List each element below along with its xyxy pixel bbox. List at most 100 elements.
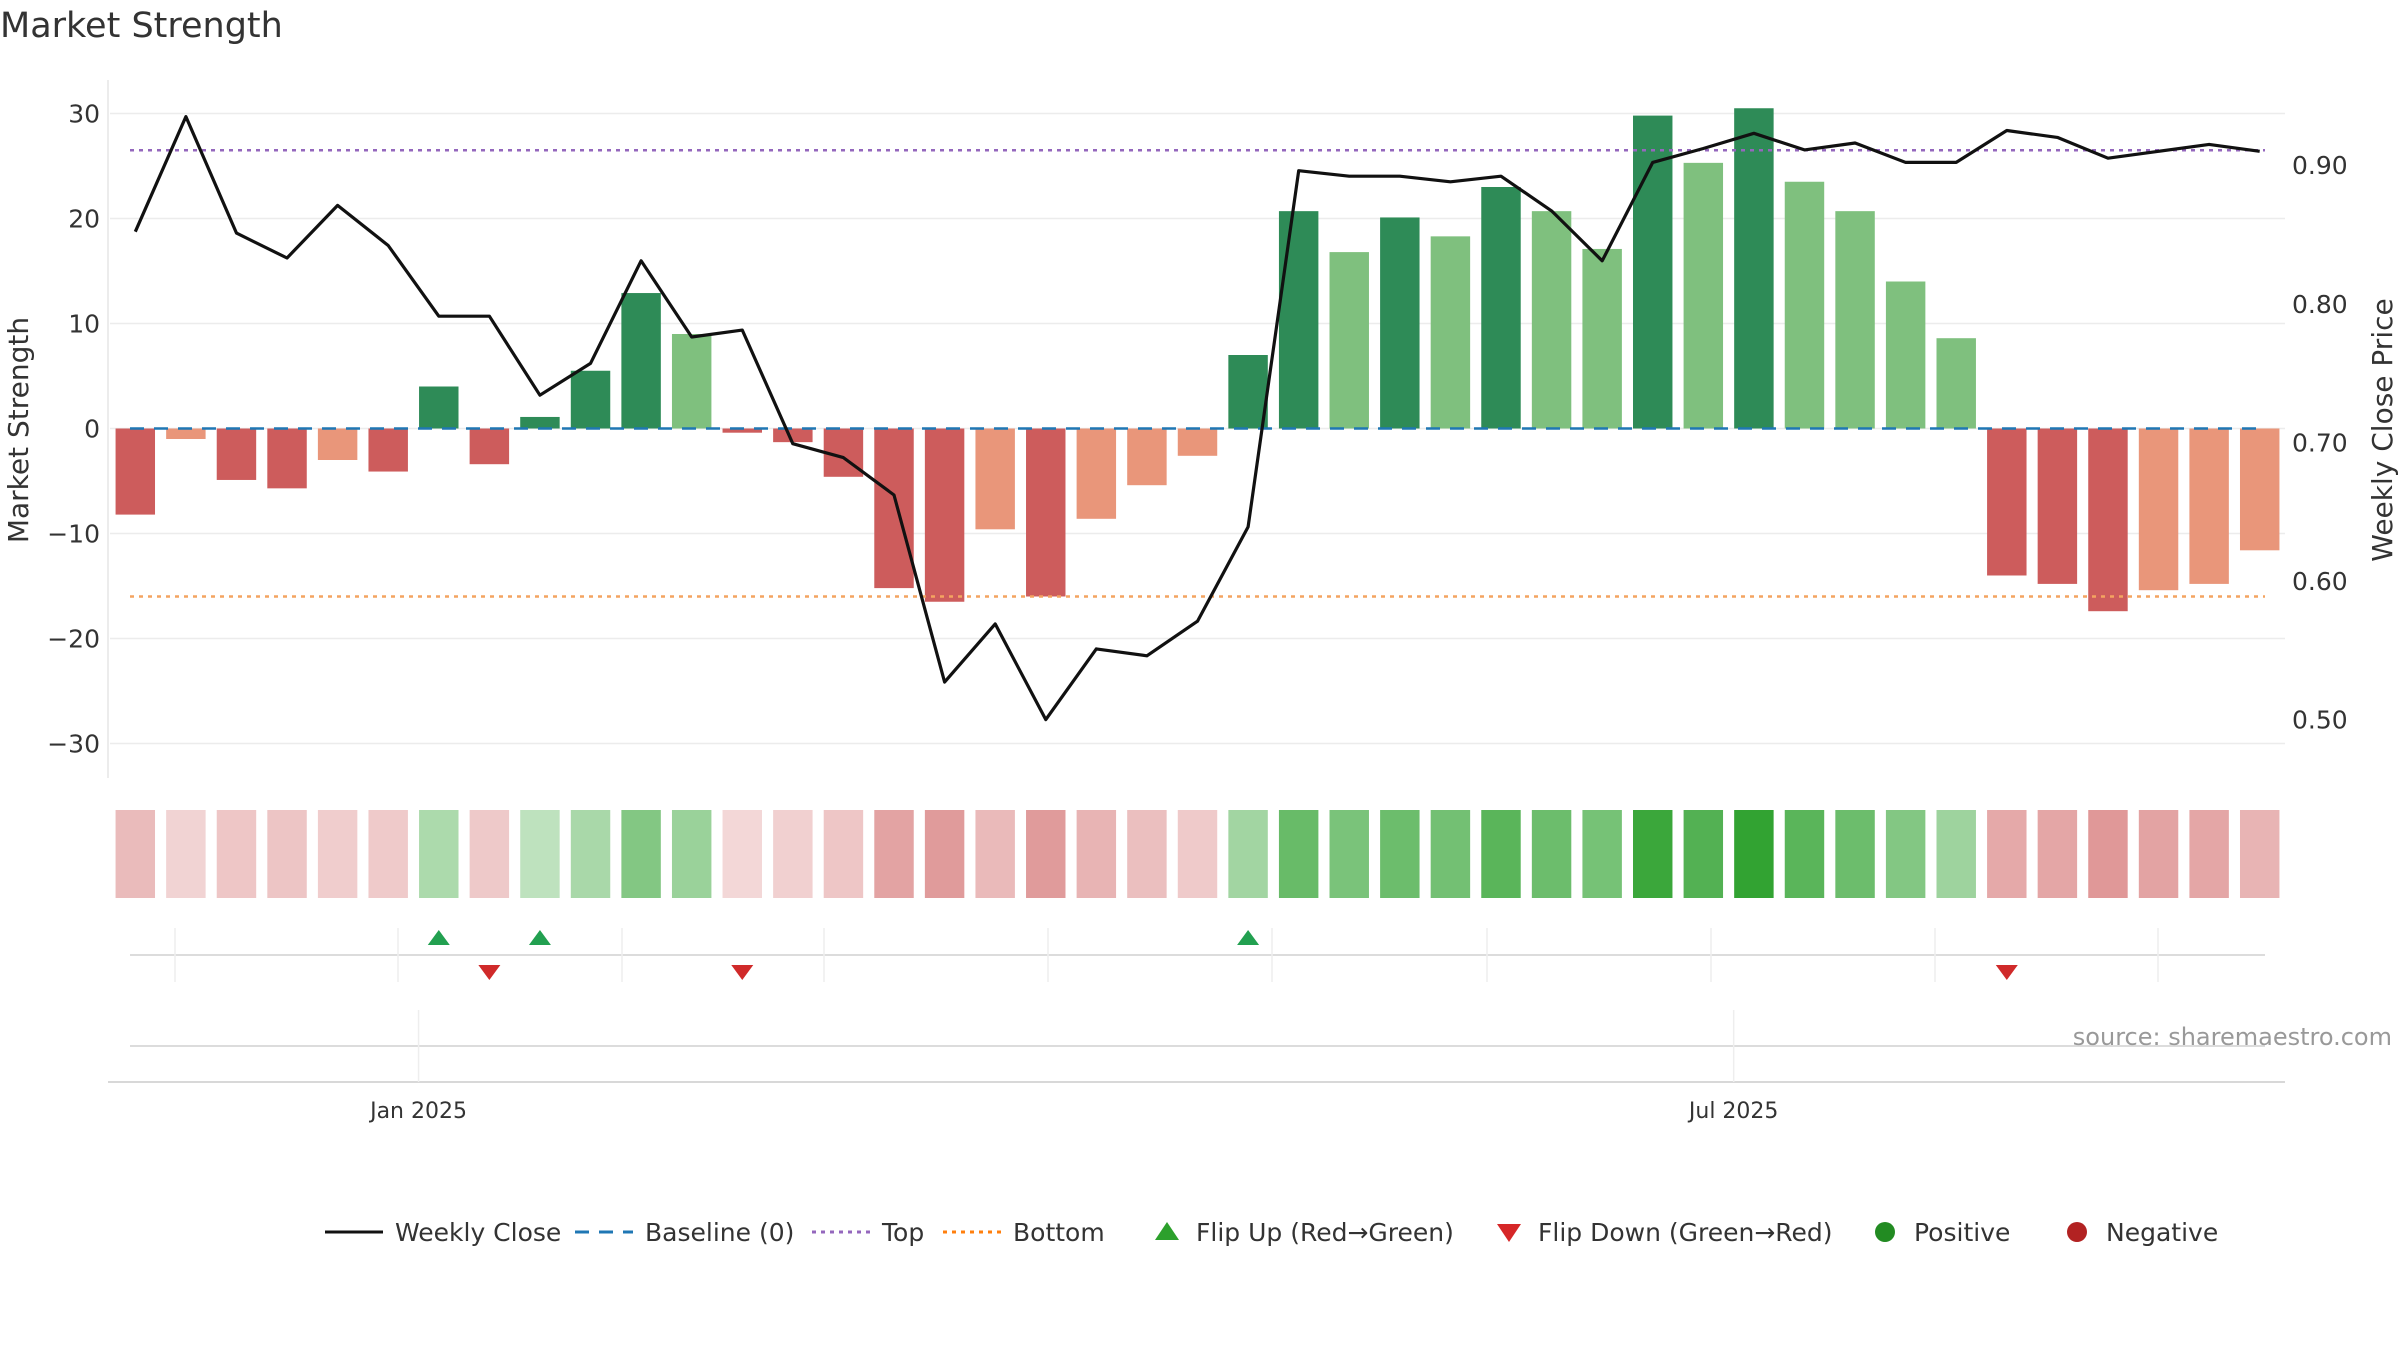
strength-bars: [115, 108, 2280, 612]
axes: 30 20 10 0 −10 −20 −30 0.90 0.80 0.70 0.60 0.50 Jan …: [47, 80, 2348, 1124]
flip-down-marker: [1995, 965, 2018, 980]
legend-label: Weekly Close: [395, 1218, 561, 1247]
strength-bar: [722, 428, 762, 433]
y-tick-label-right: 0.50: [2292, 706, 2348, 735]
heat-cell: [1633, 810, 1673, 898]
y-tick-label-right: 0.70: [2292, 428, 2348, 457]
heat-cell: [115, 810, 156, 898]
strength-bar: [216, 428, 257, 480]
heat-cell: [1885, 810, 1926, 898]
heat-cell: [1177, 810, 1218, 898]
heat-cell: [874, 810, 914, 898]
y-tick-label-right: 0.80: [2292, 290, 2348, 319]
strength-bar: [2037, 428, 2078, 584]
y-tick-label-left: 10: [68, 310, 100, 339]
heat-cell: [1481, 810, 1521, 898]
y-tick-label-right: 0.60: [2292, 567, 2348, 596]
strength-bar: [1987, 428, 2027, 576]
heat-cell: [2239, 810, 2280, 898]
x-tick-label: Jan 2025: [368, 1099, 467, 1124]
strength-bar: [1076, 428, 1117, 519]
strength-bar: [2189, 428, 2229, 584]
strength-bar: [671, 334, 712, 429]
heat-cell: [1228, 810, 1268, 898]
weekly-close-series: [133, 114, 2260, 722]
heat-cell: [317, 810, 358, 898]
strength-bar: [1936, 338, 1976, 429]
heat-cell: [924, 810, 965, 898]
heat-cell: [722, 810, 762, 898]
heat-cell: [2189, 810, 2229, 898]
heat-cell: [2088, 810, 2128, 898]
strength-bar: [368, 428, 408, 472]
heat-cell: [1936, 810, 1976, 898]
legend-swatch: [2067, 1222, 2087, 1242]
strength-bar: [1228, 355, 1268, 429]
legend-label: Top: [881, 1218, 924, 1247]
strength-bar: [2239, 428, 2280, 551]
heat-cell: [469, 810, 510, 898]
heat-cell: [520, 810, 560, 898]
heat-cell: [1582, 810, 1622, 898]
strength-bar: [1531, 211, 1572, 429]
legend-swatch: [1875, 1222, 1895, 1242]
flip-up-marker: [427, 930, 450, 945]
heat-cell: [1784, 810, 1825, 898]
strength-bar: [773, 428, 813, 443]
legend-label: Positive: [1914, 1218, 2010, 1247]
heat-cell: [1835, 810, 1875, 898]
heat-cell: [2138, 810, 2179, 898]
strength-bar: [520, 416, 560, 429]
heat-cell: [1026, 810, 1066, 898]
legend: Weekly Close Baseline (0) Top Bottom Flip Up…: [325, 1218, 2218, 1247]
heat-cell: [1329, 810, 1369, 898]
strength-bar: [1835, 211, 1875, 429]
y-axis-label-right: Weekly Close Price: [2366, 298, 2399, 561]
heat-cell: [1987, 810, 2027, 898]
heat-cell: [823, 810, 864, 898]
heat-cell: [1127, 810, 1167, 898]
strength-bar: [166, 428, 206, 439]
heat-cell: [621, 810, 661, 898]
legend-label: Flip Down (Green→Red): [1538, 1218, 1833, 1247]
flip-up-marker: [528, 930, 551, 945]
heat-cell: [1734, 810, 1774, 898]
heat-cell: [2037, 810, 2078, 898]
heat-cell: [267, 810, 307, 898]
strength-bar: [1683, 162, 1724, 429]
strength-bar: [2088, 428, 2128, 612]
heat-cell: [1531, 810, 1572, 898]
strength-bar: [419, 386, 459, 429]
reference-lines: [130, 149, 2265, 598]
heat-cell: [975, 810, 1015, 898]
strength-bar: [469, 428, 510, 465]
heat-cell: [216, 810, 257, 898]
x-tick-label: Jul 2025: [1687, 1099, 1779, 1124]
y-tick-label-left: 20: [68, 205, 100, 234]
heat-cell: [570, 810, 611, 898]
y-tick-label-left: −30: [47, 730, 100, 759]
y-tick-label-left: −10: [47, 520, 100, 549]
heat-cell: [773, 810, 813, 898]
heat-cell: [166, 810, 206, 898]
strength-bar: [1026, 428, 1066, 597]
legend-swatch: [1155, 1222, 1179, 1240]
y-tick-label-right: 0.90: [2292, 151, 2348, 180]
legend-swatch: [1497, 1224, 1521, 1242]
legend-label: Negative: [2106, 1218, 2218, 1247]
strength-heatmap-strip: [115, 810, 2280, 898]
source-label: source: sharemaestro.com: [2073, 1023, 2392, 1051]
legend-label: Flip Up (Red→Green): [1196, 1218, 1454, 1247]
strength-bar: [317, 428, 358, 460]
weekly-close-line: [133, 114, 2260, 722]
legend-label: Bottom: [1013, 1218, 1105, 1247]
strength-bar: [1885, 281, 1926, 429]
heat-cell: [419, 810, 459, 898]
heat-cell: [1076, 810, 1117, 898]
heat-cell: [368, 810, 408, 898]
flip-markers: [130, 928, 2265, 982]
strength-bar: [2138, 428, 2179, 591]
chart-title: Market Strength: [0, 6, 283, 46]
flip-up-marker: [1237, 930, 1260, 945]
